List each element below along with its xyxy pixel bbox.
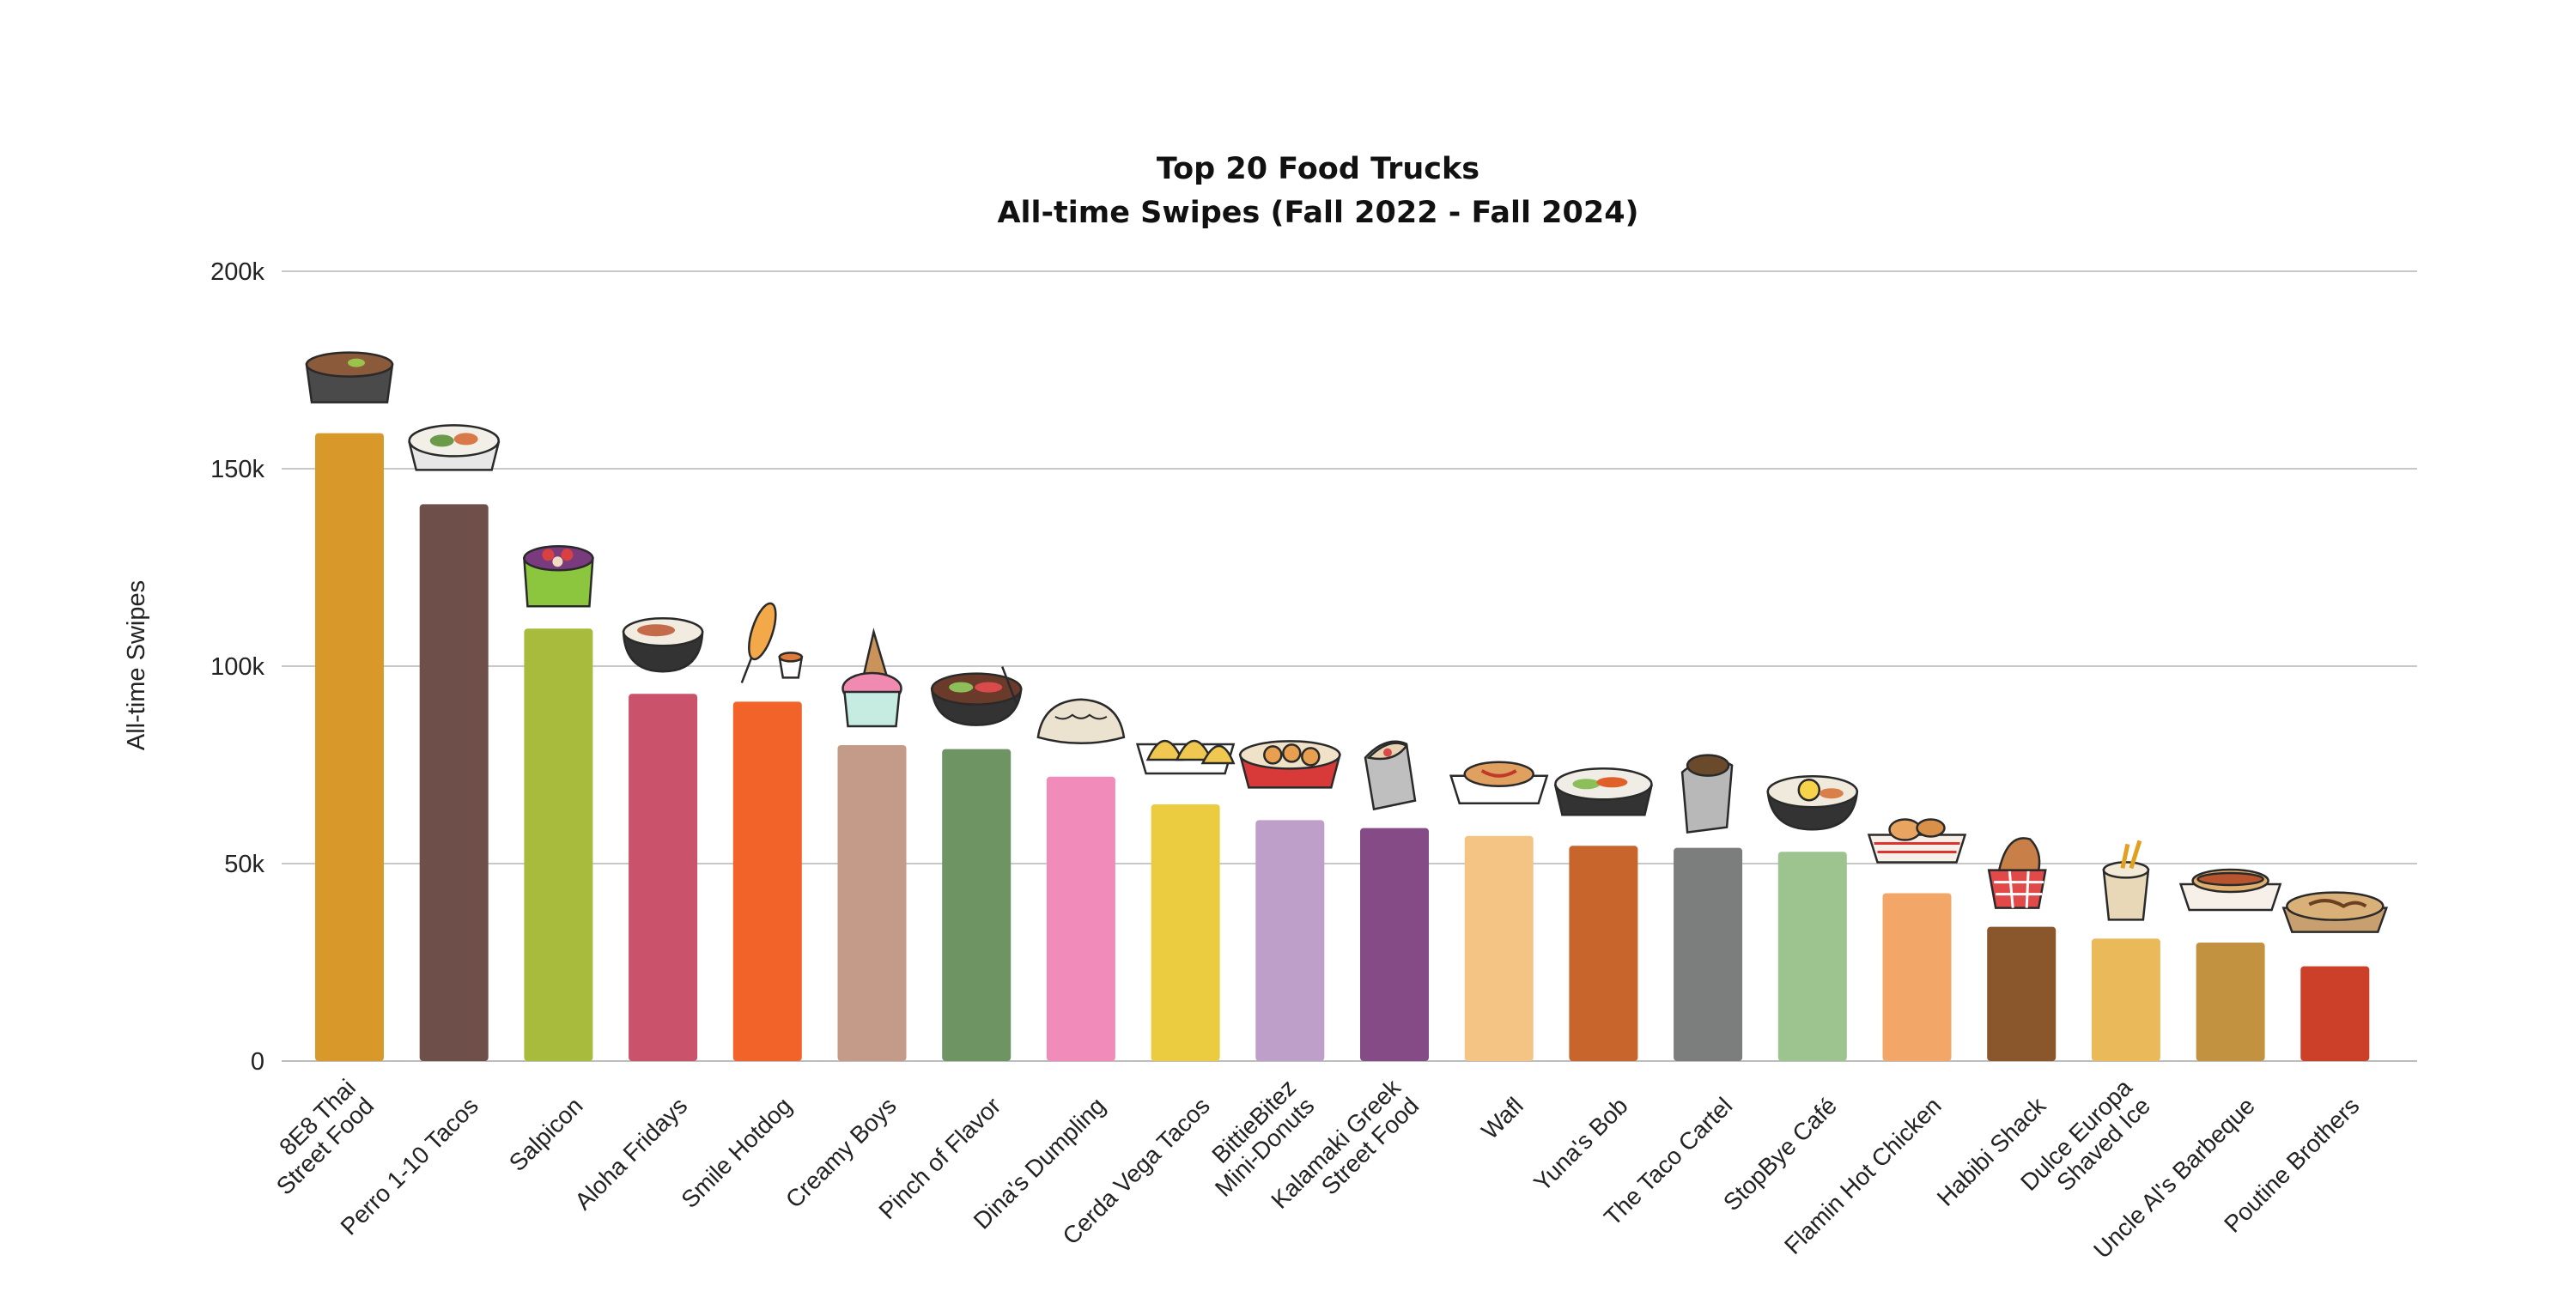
y-tick-label: 50k xyxy=(224,851,264,878)
bar xyxy=(1255,820,1325,1061)
category-label-line: Wafl xyxy=(1476,1092,1528,1144)
category-label: Smile Hotdog xyxy=(676,1092,797,1213)
shawarma-wrap-icon xyxy=(1987,837,2047,909)
category-label-line: Aloha Fridays xyxy=(569,1092,692,1215)
bar xyxy=(1674,847,1743,1061)
bar xyxy=(732,701,802,1061)
bar xyxy=(2300,966,2370,1061)
bar xyxy=(2196,943,2265,1061)
bar xyxy=(1151,804,1220,1061)
tacos-box-icon xyxy=(408,424,501,471)
hotdog-tray-icon xyxy=(2178,868,2282,912)
bar xyxy=(942,749,1012,1061)
ice-cream-cone-icon xyxy=(841,628,902,728)
y-tick-label: 150k xyxy=(210,456,264,483)
bar xyxy=(1987,926,2057,1061)
category-label: Yuna's Bob xyxy=(1528,1092,1632,1196)
fried-chicken-box-icon xyxy=(1867,818,1967,864)
category-label-line: Yuna's Bob xyxy=(1528,1092,1632,1196)
bar xyxy=(1569,846,1638,1061)
poutine-tray-icon xyxy=(2281,891,2389,933)
shaved-ice-cup-icon xyxy=(2102,840,2150,921)
corn-dog-icon xyxy=(740,602,804,683)
y-tick-label: 100k xyxy=(210,653,264,681)
y-axis-label: All-time Swipes xyxy=(123,580,150,750)
donut-tray-icon xyxy=(1238,740,1341,789)
bar xyxy=(1464,835,1534,1061)
waffle-box-icon xyxy=(1449,761,1549,805)
pita-wrap-icon xyxy=(1364,740,1417,811)
dumpling-icon xyxy=(1036,698,1126,744)
bar xyxy=(315,433,384,1062)
bar xyxy=(1882,893,1952,1061)
bar xyxy=(524,628,593,1061)
bar xyxy=(2091,938,2160,1061)
bar xyxy=(1046,776,1115,1061)
category-label-line: Smile Hotdog xyxy=(676,1092,797,1213)
noodle-bowl-icon xyxy=(930,666,1023,726)
bar xyxy=(1777,852,1847,1061)
category-label: Salpicon xyxy=(504,1092,588,1176)
rice-bowl-icon xyxy=(622,616,704,673)
bar xyxy=(629,694,698,1061)
burrito-icon xyxy=(1680,754,1734,834)
bar xyxy=(1360,828,1429,1061)
category-label: Aloha Fridays xyxy=(569,1092,692,1215)
category-label: Wafl xyxy=(1476,1092,1528,1144)
y-tick-label: 200k xyxy=(210,258,264,286)
bibimbap-bowl-icon xyxy=(1553,767,1653,816)
y-tick-label: 0 xyxy=(251,1048,264,1076)
category-label-line: Salpicon xyxy=(504,1092,588,1176)
bar xyxy=(837,745,907,1061)
chart-title-line-1: Top 20 Food Trucks xyxy=(1157,152,1479,186)
bar xyxy=(419,504,489,1061)
acai-cup-icon xyxy=(523,545,594,608)
chart-title-line-2: All-time Swipes (Fall 2022 - Fall 2024) xyxy=(997,196,1638,230)
curry-bowl-icon xyxy=(305,351,394,403)
rice-egg-bowl-icon xyxy=(1766,774,1859,831)
tacos-tray-icon xyxy=(1135,740,1236,775)
